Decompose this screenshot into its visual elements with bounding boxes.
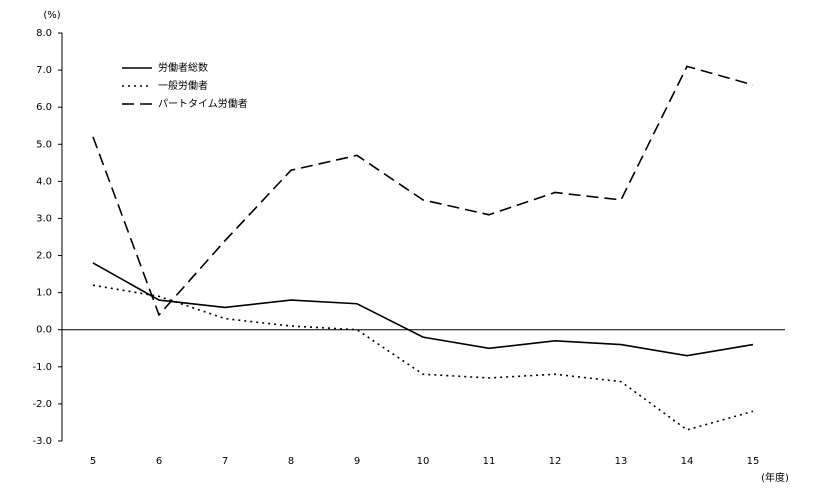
x-unit: (年度) [761,471,789,484]
y-tick-label: 2.0 [36,251,52,262]
x-tick-label: 6 [156,456,162,467]
y-tick-label: 8.0 [36,28,52,39]
legend-label: パートタイム労働者 [158,97,248,110]
series-line [92,284,754,431]
y-tick-label: -2.0 [32,399,52,410]
x-tick-label: 5 [90,456,96,467]
y-tick-label: 4.0 [36,176,52,187]
y-tick-label: 5.0 [36,139,52,150]
x-tick-label: 12 [549,456,562,467]
y-tick-label: 1.0 [36,288,52,299]
x-tick-label: 13 [615,456,628,467]
x-tick-label: 11 [483,456,496,467]
y-tick-label: -1.0 [32,362,52,373]
x-tick-label: 8 [288,456,294,467]
x-tick-label: 10 [417,456,430,467]
series-line [92,262,754,357]
y-unit: (%) [43,10,60,21]
x-tick-label: 14 [681,456,694,467]
x-tick-label: 15 [747,456,760,467]
x-tick-label: 9 [354,456,360,467]
series-line [92,65,754,317]
y-tick-label: -3.0 [32,436,52,447]
legend-label: 一般労働者 [158,79,208,92]
legend-label: 労働者総数 [158,61,208,74]
y-tick-label: 0.0 [36,325,52,336]
y-tick-label: 7.0 [36,65,52,76]
x-tick-label: 7 [222,456,228,467]
y-tick-label: 6.0 [36,102,52,113]
y-tick-label: 3.0 [36,213,52,224]
